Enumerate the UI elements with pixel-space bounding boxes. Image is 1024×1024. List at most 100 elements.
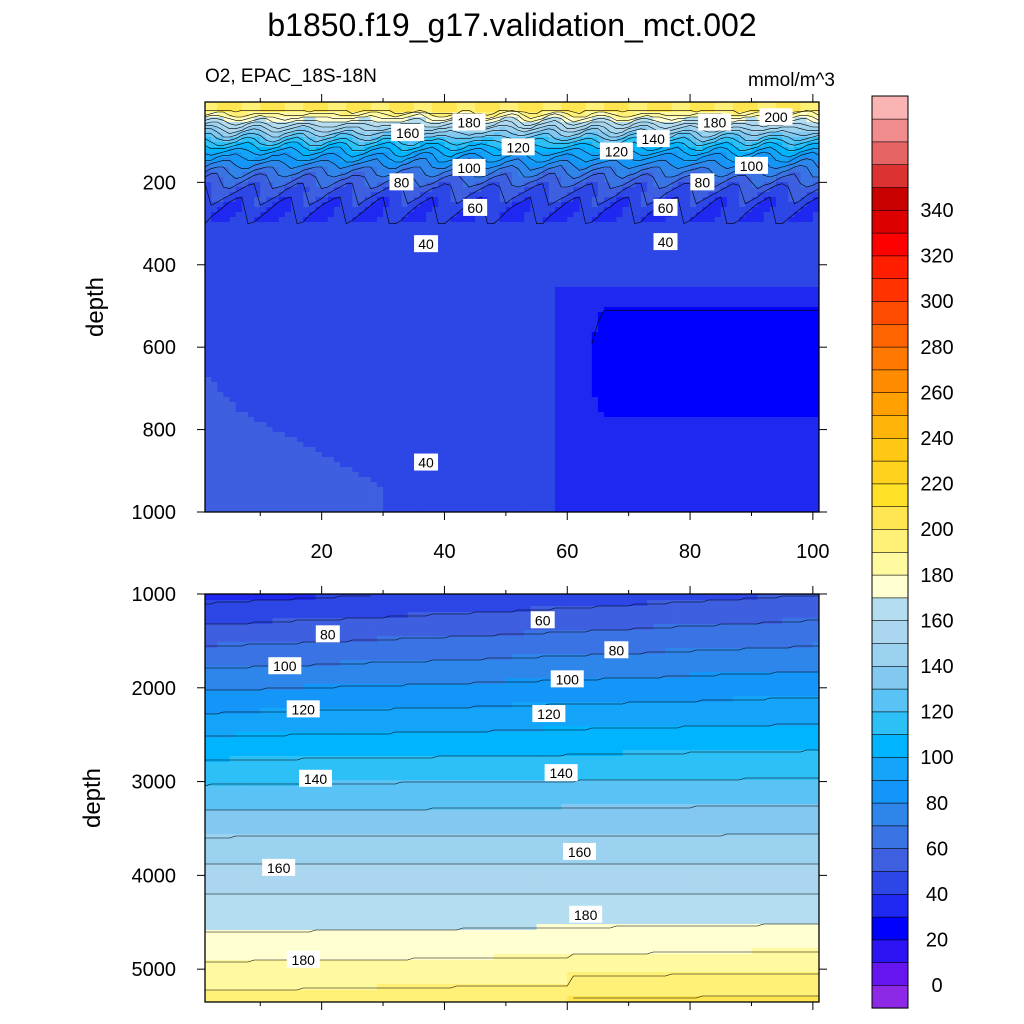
upper-contour-cell	[702, 272, 710, 278]
upper-contour-cell	[327, 222, 335, 228]
upper-contour-cell	[266, 207, 274, 213]
upper-contour-cell	[223, 212, 231, 218]
upper-contour-cell	[696, 287, 703, 293]
upper-contour-cell	[769, 262, 777, 268]
upper-contour-cell	[776, 212, 783, 218]
upper-contour-cell	[254, 337, 261, 343]
upper-contour-cell	[788, 292, 796, 298]
upper-contour-cell	[333, 177, 341, 183]
upper-contour-cell	[751, 187, 759, 193]
upper-contour-cell	[622, 342, 630, 348]
upper-contour-cell	[376, 222, 384, 228]
upper-contour-cell	[217, 347, 225, 353]
upper-contour-cell	[499, 157, 507, 163]
upper-contour-cell	[610, 322, 617, 328]
upper-contour-cell	[389, 102, 396, 108]
upper-contour-cell	[794, 127, 802, 133]
upper-contour-cell	[340, 237, 347, 243]
upper-contour-cell	[462, 262, 470, 268]
upper-contour-cell	[223, 297, 231, 303]
upper-contour-cell	[493, 117, 501, 123]
upper-contour-cell	[401, 157, 409, 163]
upper-contour-cell	[585, 117, 593, 123]
upper-contour-cell	[205, 297, 212, 303]
upper-contour-cell	[812, 132, 819, 138]
upper-contour-cell	[346, 327, 353, 333]
upper-contour-cell	[634, 272, 642, 278]
upper-contour-cell	[254, 347, 261, 353]
upper-contour-cell	[505, 107, 513, 113]
upper-contour-cell	[659, 307, 667, 313]
upper-contour-cell	[493, 292, 501, 298]
upper-contour-cell	[327, 192, 335, 198]
upper-contour-cell	[800, 307, 808, 313]
upper-contour-cell	[327, 157, 335, 163]
upper-contour-cell	[278, 157, 286, 163]
upper-contour-cell	[720, 267, 728, 273]
upper-contour-cell	[726, 187, 734, 193]
upper-contour-cell	[548, 157, 556, 163]
upper-contour-cell	[806, 222, 814, 228]
upper-contour-cell	[628, 327, 636, 333]
upper-contour-cell	[266, 202, 274, 208]
upper-contour-cell	[205, 332, 212, 338]
upper-contour-cell	[585, 177, 593, 183]
upper-contour-cell	[782, 157, 789, 163]
upper-contour-cell	[278, 277, 286, 283]
upper-contour-cell	[579, 187, 587, 193]
upper-contour-cell	[763, 287, 771, 293]
upper-contour-cell	[800, 172, 808, 178]
upper-contour-cell	[290, 227, 298, 233]
upper-contour-cell	[524, 292, 532, 298]
upper-contour-cell	[524, 237, 532, 243]
upper-contour-cell	[297, 247, 304, 253]
upper-contour-cell	[530, 327, 538, 333]
upper-contour-cell	[763, 312, 771, 318]
upper-contour-cell	[683, 122, 691, 128]
upper-contour-cell	[340, 217, 347, 223]
upper-contour-cell	[499, 172, 507, 178]
upper-contour-cell	[254, 332, 261, 338]
upper-contour-cell	[407, 157, 415, 163]
upper-contour-cell	[241, 252, 249, 258]
upper-contour-cell	[419, 252, 427, 258]
upper-contour-cell	[346, 137, 353, 143]
upper-contour-cell	[512, 317, 519, 323]
upper-contour-cell	[548, 297, 556, 303]
upper-contour-cell	[444, 342, 452, 348]
upper-contour-cell	[751, 237, 759, 243]
upper-contour-cell	[524, 112, 532, 118]
upper-contour-cell	[610, 317, 617, 323]
upper-contour-cell	[653, 122, 660, 128]
upper-contour-cell	[358, 222, 366, 228]
upper-contour-cell	[610, 312, 617, 318]
upper-contour-cell	[597, 252, 605, 258]
upper-contour-cell	[426, 107, 433, 113]
upper-contour-cell	[272, 162, 280, 168]
upper-contour-cell	[659, 167, 667, 173]
upper-contour-cell	[751, 197, 759, 203]
upper-contour-cell	[505, 227, 513, 233]
upper-contour-cell	[812, 307, 819, 313]
upper-contour-cell	[763, 317, 771, 323]
upper-contour-cell	[579, 337, 587, 343]
upper-contour-cell	[726, 202, 734, 208]
upper-contour-cell	[763, 302, 771, 308]
upper-contour-cell	[235, 177, 243, 183]
upper-contour-cell	[290, 332, 298, 338]
upper-contour-cell	[788, 162, 796, 168]
upper-contour-cell	[254, 172, 261, 178]
upper-contour-cell	[530, 297, 538, 303]
upper-contour-cell	[254, 222, 261, 228]
upper-contour-cell	[548, 222, 556, 228]
upper-contour-cell	[407, 222, 415, 228]
upper-contour-cell	[524, 167, 532, 173]
upper-contour-cell	[205, 267, 212, 273]
upper-contour-cell	[309, 162, 317, 168]
upper-contour-cell	[487, 212, 495, 218]
upper-contour-cell	[432, 307, 439, 313]
upper-contour-cell	[696, 227, 703, 233]
upper-contour-cell	[585, 267, 593, 273]
upper-contour-cell	[751, 322, 759, 328]
upper-contour-cell	[266, 147, 274, 153]
